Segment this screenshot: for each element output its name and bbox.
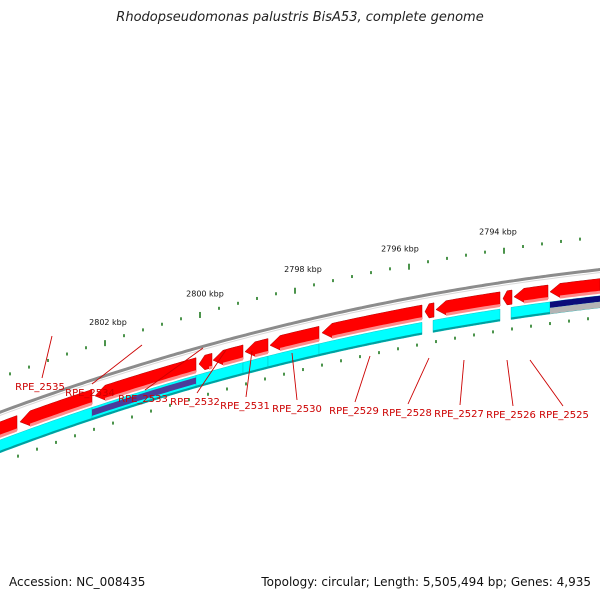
gene-label: RPE_2533 xyxy=(118,394,168,405)
forward-gene-shade xyxy=(255,350,268,358)
scale-label: 2798 kbp xyxy=(284,265,322,274)
forward-gene-arrow xyxy=(198,352,213,371)
gene-label: RPE_2534 xyxy=(65,388,115,399)
forward-gene-shade xyxy=(524,297,548,304)
forward-gene-shade xyxy=(0,428,17,438)
forward-gene-shade xyxy=(30,402,92,427)
gene-label-leader xyxy=(41,335,53,379)
gene-label: RPE_2535 xyxy=(15,382,65,393)
gene-label-leader xyxy=(529,359,564,407)
highlight-feature-navy xyxy=(550,295,600,308)
cds-segment-edge xyxy=(196,372,243,388)
topology-info-text: Topology: circular; Length: 5,505,494 bp… xyxy=(261,575,591,589)
backbone-line xyxy=(0,268,600,414)
cds-segment-edge xyxy=(319,332,422,357)
cds-segment-edge xyxy=(0,418,92,453)
gene-label-leader xyxy=(144,347,204,391)
gene-label-leader xyxy=(354,355,371,403)
cds-segment-edge xyxy=(92,385,196,421)
gene-label: RPE_2527 xyxy=(434,409,484,420)
gene-label-leader xyxy=(459,359,465,406)
scale-label: 2794 kbp xyxy=(479,228,517,237)
gene-label: RPE_2531 xyxy=(220,401,270,412)
gene-label-leader xyxy=(407,357,430,405)
gene-label: RPE_2526 xyxy=(486,410,536,421)
highlight-feature-purple xyxy=(92,377,196,416)
gene-label-leader xyxy=(245,350,253,398)
forward-gene-shade xyxy=(332,317,422,339)
gene-label: RPE_2530 xyxy=(272,404,322,415)
cds-segment-edge xyxy=(268,354,319,369)
gene-label-leader xyxy=(91,344,143,385)
gene-label-leader xyxy=(291,352,298,401)
forward-gene-shade xyxy=(280,338,319,351)
gene-label: RPE_2529 xyxy=(329,406,379,417)
gene-label: RPE_2532 xyxy=(170,397,220,408)
scale-label: 2802 kbp xyxy=(89,318,127,327)
forward-gene-shade xyxy=(209,365,212,370)
gene-label: RPE_2525 xyxy=(539,410,589,421)
forward-gene-shade xyxy=(223,357,243,366)
forward-gene-arrow xyxy=(424,302,435,319)
gene-label: RPE_2528 xyxy=(382,408,432,419)
gene-label-leader xyxy=(196,349,227,394)
scale-label: 2800 kbp xyxy=(186,290,224,299)
cds-segment-edge xyxy=(433,319,500,333)
accession-text: Accession: NC_008435 xyxy=(9,575,146,589)
forward-gene-shade xyxy=(560,290,600,299)
forward-gene-shade xyxy=(446,304,500,316)
gray-feature xyxy=(550,301,600,314)
cds-segment-edge xyxy=(511,312,550,320)
forward-gene-arrow xyxy=(502,289,513,306)
gene-label-leader xyxy=(506,359,514,407)
map-title: Rhodopseudomonas palustris BisA53, compl… xyxy=(116,10,484,25)
scale-label: 2796 kbp xyxy=(381,244,419,253)
